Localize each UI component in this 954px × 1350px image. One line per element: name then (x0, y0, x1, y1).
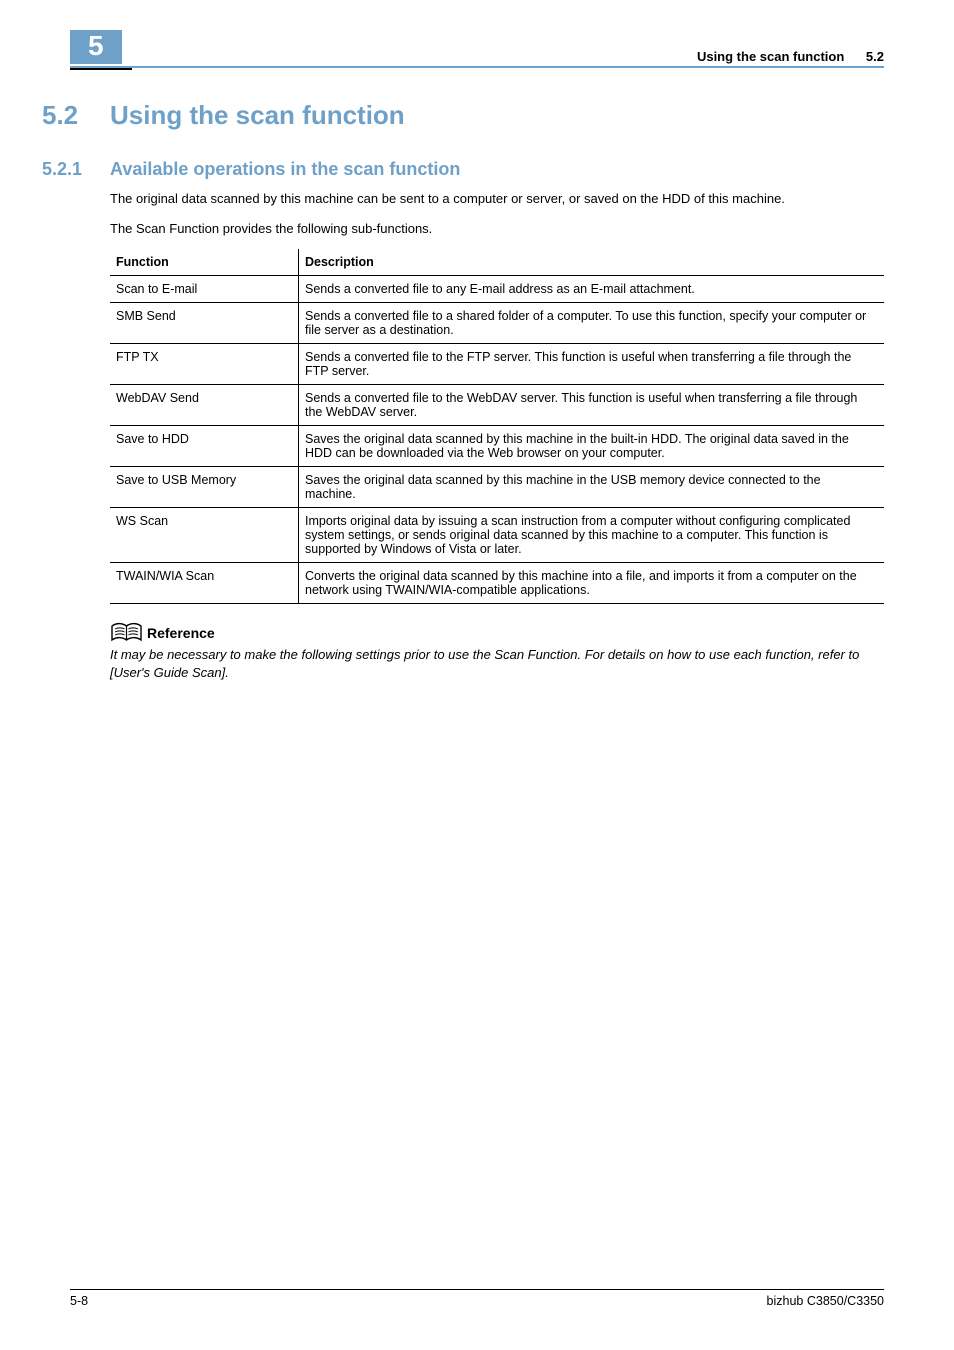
table-cell-function: Save to HDD (110, 426, 299, 467)
table-cell-description: Sends a converted file to any E-mail add… (299, 276, 885, 303)
table-cell-function: FTP TX (110, 344, 299, 385)
table-cell-description: Saves the original data scanned by this … (299, 467, 885, 508)
reference-body: It may be necessary to make the followin… (110, 646, 884, 681)
table-row: WebDAV Send Sends a converted file to th… (110, 385, 884, 426)
page: 5 Using the scan function 5.2 5.2Using t… (0, 0, 954, 1350)
table-row: TWAIN/WIA Scan Converts the original dat… (110, 563, 884, 604)
page-footer: 5-8 bizhub C3850/C3350 (70, 1289, 884, 1308)
table-row: FTP TX Sends a converted file to the FTP… (110, 344, 884, 385)
table-cell-description: Sends a converted file to a shared folde… (299, 303, 885, 344)
running-head-right: Using the scan function 5.2 (697, 49, 884, 64)
subsection-title-text: Available operations in the scan functio… (110, 159, 460, 179)
table-row: WS Scan Imports original data by issuing… (110, 508, 884, 563)
table-cell-function: Save to USB Memory (110, 467, 299, 508)
footer-model: bizhub C3850/C3350 (767, 1294, 884, 1308)
section-number: 5.2 (42, 100, 110, 131)
chapter-number: 5 (88, 30, 104, 61)
table-row: Save to HDD Saves the original data scan… (110, 426, 884, 467)
reference-heading: Reference (110, 622, 884, 644)
running-head-section: 5.2 (866, 49, 884, 64)
intro-paragraph-1: The original data scanned by this machin… (110, 190, 884, 208)
table-cell-description: Saves the original data scanned by this … (299, 426, 885, 467)
content-area: 5.2Using the scan function 5.2.1Availabl… (110, 40, 884, 681)
table-row: Save to USB Memory Saves the original da… (110, 467, 884, 508)
running-header: 5 Using the scan function 5.2 (70, 30, 884, 64)
section-title-text: Using the scan function (110, 100, 405, 130)
table-cell-description: Sends a converted file to the WebDAV ser… (299, 385, 885, 426)
functions-table: Function Description Scan to E-mail Send… (110, 249, 884, 604)
table-cell-function: WebDAV Send (110, 385, 299, 426)
table-header-row: Function Description (110, 249, 884, 276)
section-heading: 5.2Using the scan function (110, 100, 884, 131)
open-book-icon (110, 622, 143, 644)
subsection-heading: 5.2.1Available operations in the scan fu… (110, 159, 884, 180)
table-cell-function: WS Scan (110, 508, 299, 563)
subsection-number: 5.2.1 (42, 159, 110, 180)
running-head-title: Using the scan function (697, 49, 844, 64)
intro-paragraph-2: The Scan Function provides the following… (110, 220, 884, 238)
table-row: SMB Send Sends a converted file to a sha… (110, 303, 884, 344)
reference-label: Reference (147, 625, 215, 641)
table-header-function: Function (110, 249, 299, 276)
table-header-description: Description (299, 249, 885, 276)
table-cell-function: Scan to E-mail (110, 276, 299, 303)
table-row: Scan to E-mail Sends a converted file to… (110, 276, 884, 303)
chapter-underline (70, 68, 132, 70)
table-cell-function: SMB Send (110, 303, 299, 344)
table-cell-description: Imports original data by issuing a scan … (299, 508, 885, 563)
table-cell-function: TWAIN/WIA Scan (110, 563, 299, 604)
table-cell-description: Sends a converted file to the FTP server… (299, 344, 885, 385)
chapter-number-box: 5 (70, 30, 122, 64)
table-cell-description: Converts the original data scanned by th… (299, 563, 885, 604)
header-rule (70, 66, 884, 68)
footer-page-number: 5-8 (70, 1294, 88, 1308)
